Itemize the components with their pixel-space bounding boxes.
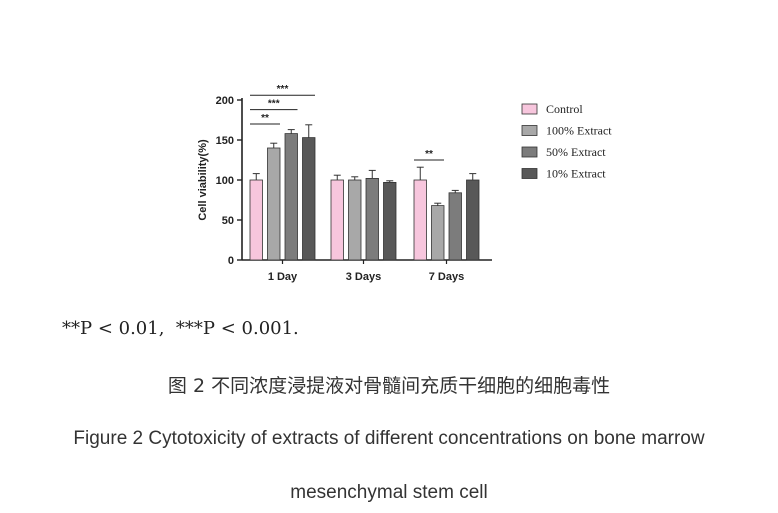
y-tick-label: 0 <box>228 255 234 267</box>
legend-swatch <box>521 168 538 179</box>
bar <box>249 179 263 261</box>
significance-note: **P < 0.01, ***P < 0.001. <box>62 318 299 339</box>
legend-label: Control <box>546 102 583 116</box>
bar <box>413 179 427 261</box>
bar <box>267 147 281 261</box>
legend-swatch <box>521 103 538 115</box>
bar <box>365 177 379 261</box>
legend-label: 100% Extract <box>546 124 612 138</box>
bar <box>466 179 480 261</box>
legend-swatch <box>521 146 538 158</box>
y-axis-title: Cell viability(%) <box>197 139 209 221</box>
bar <box>383 181 397 261</box>
bar <box>302 137 316 261</box>
bar <box>448 192 462 261</box>
y-tick-label: 100 <box>216 175 234 187</box>
bar-chart: 0 50 100 150 200 Cell viability(%) 1 Day 3 Days… <box>197 84 612 283</box>
significance-label: ** <box>261 113 269 124</box>
figure-caption-chinese: 图 2 不同浓度浸提液对骨髓间充质干细胞的细胞毒性 <box>167 375 611 397</box>
legend-label: 10% Extract <box>546 167 606 181</box>
significance-label: *** <box>277 84 289 95</box>
bar <box>284 133 298 261</box>
figure-caption-english-line2: mesenchymal stem cell <box>290 482 488 503</box>
legend-swatch <box>521 125 538 136</box>
x-tick-label: 3 Days <box>346 271 381 283</box>
significance-label: ** <box>425 149 433 160</box>
figure-caption-english-line1: Figure 2 Cytotoxicity of extracts of dif… <box>73 428 705 449</box>
x-tick-label: 1 Day <box>268 271 298 283</box>
bar <box>348 179 362 261</box>
y-tick-label: 150 <box>216 135 234 147</box>
legend-label: 50% Extract <box>546 145 606 159</box>
bar <box>431 205 445 261</box>
significance-label: *** <box>268 99 280 110</box>
x-tick-label: 7 Days <box>429 271 464 283</box>
y-tick-label: 50 <box>222 215 234 227</box>
y-tick-label: 200 <box>216 95 234 107</box>
bar <box>330 179 344 261</box>
